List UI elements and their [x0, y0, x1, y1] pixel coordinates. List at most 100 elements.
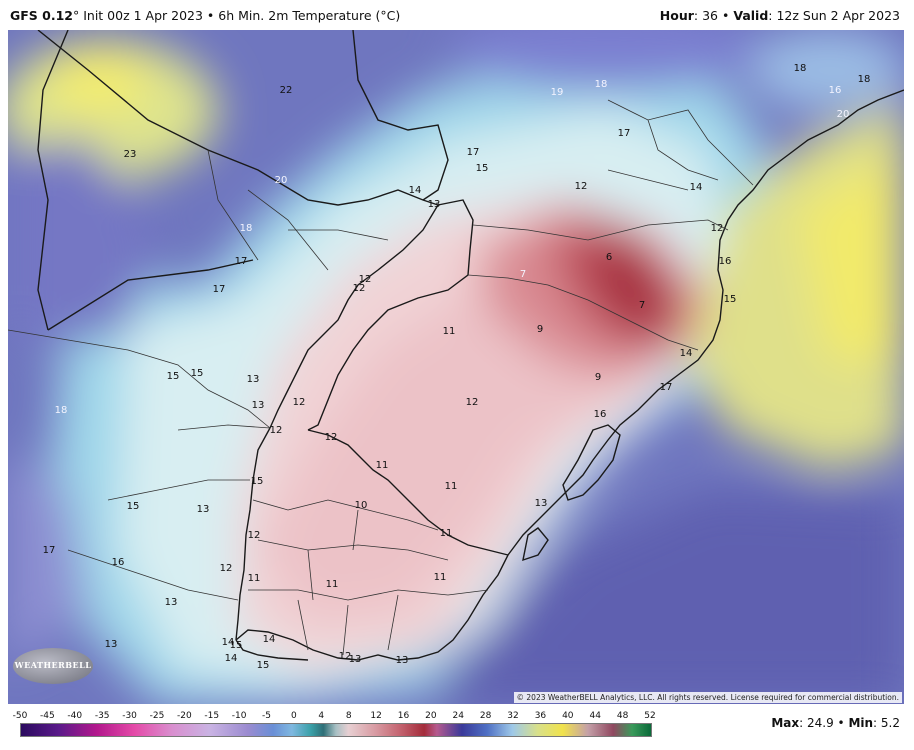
colorbar-tick-label: -20: [176, 711, 192, 721]
temperature-label: 17: [617, 128, 631, 139]
weatherbell-logo: WEATHERBELL: [13, 648, 93, 684]
temperature-label: 13: [104, 639, 118, 650]
valid-value: : 12z Sun 2 Apr 2023: [768, 8, 900, 23]
temperature-label: 20: [274, 175, 288, 186]
temperature-label: 13: [246, 374, 260, 385]
temperature-label: 9: [594, 372, 602, 383]
colorbar-ticks: -50 -45 -40 -35 -30 -25 -20 -15 -10 -5 0 4 8 12 16 20 24…: [12, 711, 664, 723]
temperature-label: 17: [42, 545, 56, 556]
colorbar-tick-label: -5: [262, 711, 272, 721]
colorbar-tick-label: -40: [67, 711, 83, 721]
temperature-label: 13: [348, 654, 362, 665]
temperature-label: 20: [836, 109, 850, 120]
colorbar-tick-label: -15: [204, 711, 220, 721]
temperature-label: 11: [325, 579, 339, 590]
temperature-label: 15: [190, 368, 204, 379]
temperature-label: 13: [164, 597, 178, 608]
temperature-label: 15: [256, 660, 270, 671]
temperature-label: 12: [269, 425, 283, 436]
colorbar-tick-label: -10: [231, 711, 247, 721]
temperature-label: 19: [550, 87, 564, 98]
temperature-label: 15: [166, 371, 180, 382]
political-borders: [37, 30, 904, 661]
temperature-label: 13: [427, 199, 441, 210]
temperature-label: 15: [229, 640, 243, 651]
min-label: Min: [848, 716, 874, 730]
temperature-label: 11: [375, 460, 389, 471]
temperature-label: 17: [659, 382, 673, 393]
copyright-notice: © 2023 WeatherBELL Analytics, LLC. All r…: [513, 692, 902, 703]
colorbar-tick-label: 16: [397, 711, 410, 721]
colorbar-tick-label: -35: [94, 711, 110, 721]
temperature-label: 12: [710, 223, 724, 234]
temperature-label: 11: [433, 572, 447, 583]
temperature-label: 13: [196, 504, 210, 515]
temperature-label: 15: [126, 501, 140, 512]
temperature-label: 14: [221, 637, 235, 648]
temperature-label: 14: [408, 185, 422, 196]
temperature-label: 9: [536, 324, 544, 335]
colorbar-tick-label: 28: [479, 711, 492, 721]
temperature-label: 17: [466, 147, 480, 158]
temperature-label: 15: [723, 294, 737, 305]
max-label: Max: [771, 716, 800, 730]
temperature-label: 6: [605, 252, 613, 263]
temperature-label: 14: [679, 348, 693, 359]
hour-value: : 36 •: [693, 8, 734, 23]
temperature-label: 14: [224, 653, 238, 664]
model-name: GFS 0.12: [10, 8, 73, 23]
temperature-label: 11: [442, 326, 456, 337]
temperature-label: 16: [718, 256, 732, 267]
temperature-label: 15: [250, 476, 264, 487]
temperature-label: 12: [324, 432, 338, 443]
temperature-label: 12: [465, 397, 479, 408]
temperature-label: 12: [219, 563, 233, 574]
map-canvas: [8, 30, 904, 704]
temperature-label: 12: [352, 283, 366, 294]
map-header: GFS 0.12° Init 00z 1 Apr 2023 • 6h Min. …: [0, 0, 914, 30]
colorbar: [20, 723, 652, 737]
colorbar-tick-label: 4: [318, 711, 325, 721]
colorbar-tick-label: 52: [644, 711, 656, 721]
logo-text: WEATHERBELL: [14, 660, 92, 670]
temperature-label: 16: [111, 557, 125, 568]
temperature-label: 11: [247, 573, 261, 584]
colorbar-tick-label: 44: [589, 711, 601, 721]
temperature-label: 12: [358, 274, 372, 285]
temperature-label: 18: [239, 223, 253, 234]
min-max-readout: Max: 24.9 • Min: 5.2: [771, 716, 900, 730]
valid-label: Valid: [733, 8, 769, 23]
temperature-label: 13: [534, 498, 548, 509]
temperature-label: 16: [593, 409, 607, 420]
temperature-label: 11: [439, 528, 453, 539]
colorbar-tick-label: 12: [370, 711, 382, 721]
temperature-label: 12: [247, 530, 261, 541]
logo-disc: [13, 648, 93, 684]
temperature-label: 17: [234, 256, 248, 267]
colorbar-tick-label: 36: [534, 711, 547, 721]
colorbar-tick-label: 24: [452, 711, 464, 721]
colorbar-tick-label: -25: [149, 711, 165, 721]
temperature-label: 14: [262, 634, 276, 645]
temperature-label: 12: [338, 651, 352, 662]
temperature-label: 18: [857, 74, 871, 85]
title-details: ° Init 00z 1 Apr 2023 • 6h Min. 2m Tempe…: [73, 8, 401, 23]
min-value: : 5.2: [873, 716, 900, 730]
temperature-map[interactable]: 23 22 20 18 17 17 19 18 18 18 16 20 17 17 15 14 13 12 14 12…: [8, 30, 904, 704]
header-title: GFS 0.12° Init 00z 1 Apr 2023 • 6h Min. …: [10, 8, 400, 23]
colorbar-tick-label: -50: [12, 711, 28, 721]
temperature-label: 18: [54, 405, 68, 416]
temperature-label: 11: [444, 481, 458, 492]
temperature-label: 17: [212, 284, 226, 295]
max-value: : 24.9 •: [799, 716, 849, 730]
colorbar-tick-label: 8: [345, 711, 352, 721]
temperature-label: 22: [279, 85, 293, 96]
temperature-label: 18: [793, 63, 807, 74]
header-valid-time: Hour: 36 • Valid: 12z Sun 2 Apr 2023: [660, 8, 900, 23]
state-borders: [8, 99, 754, 656]
temperature-field: [8, 30, 904, 704]
temperature-label: 16: [828, 85, 842, 96]
temperature-label: 7: [638, 300, 646, 311]
temperature-label: 23: [123, 149, 137, 160]
temperature-label: 13: [251, 400, 265, 411]
